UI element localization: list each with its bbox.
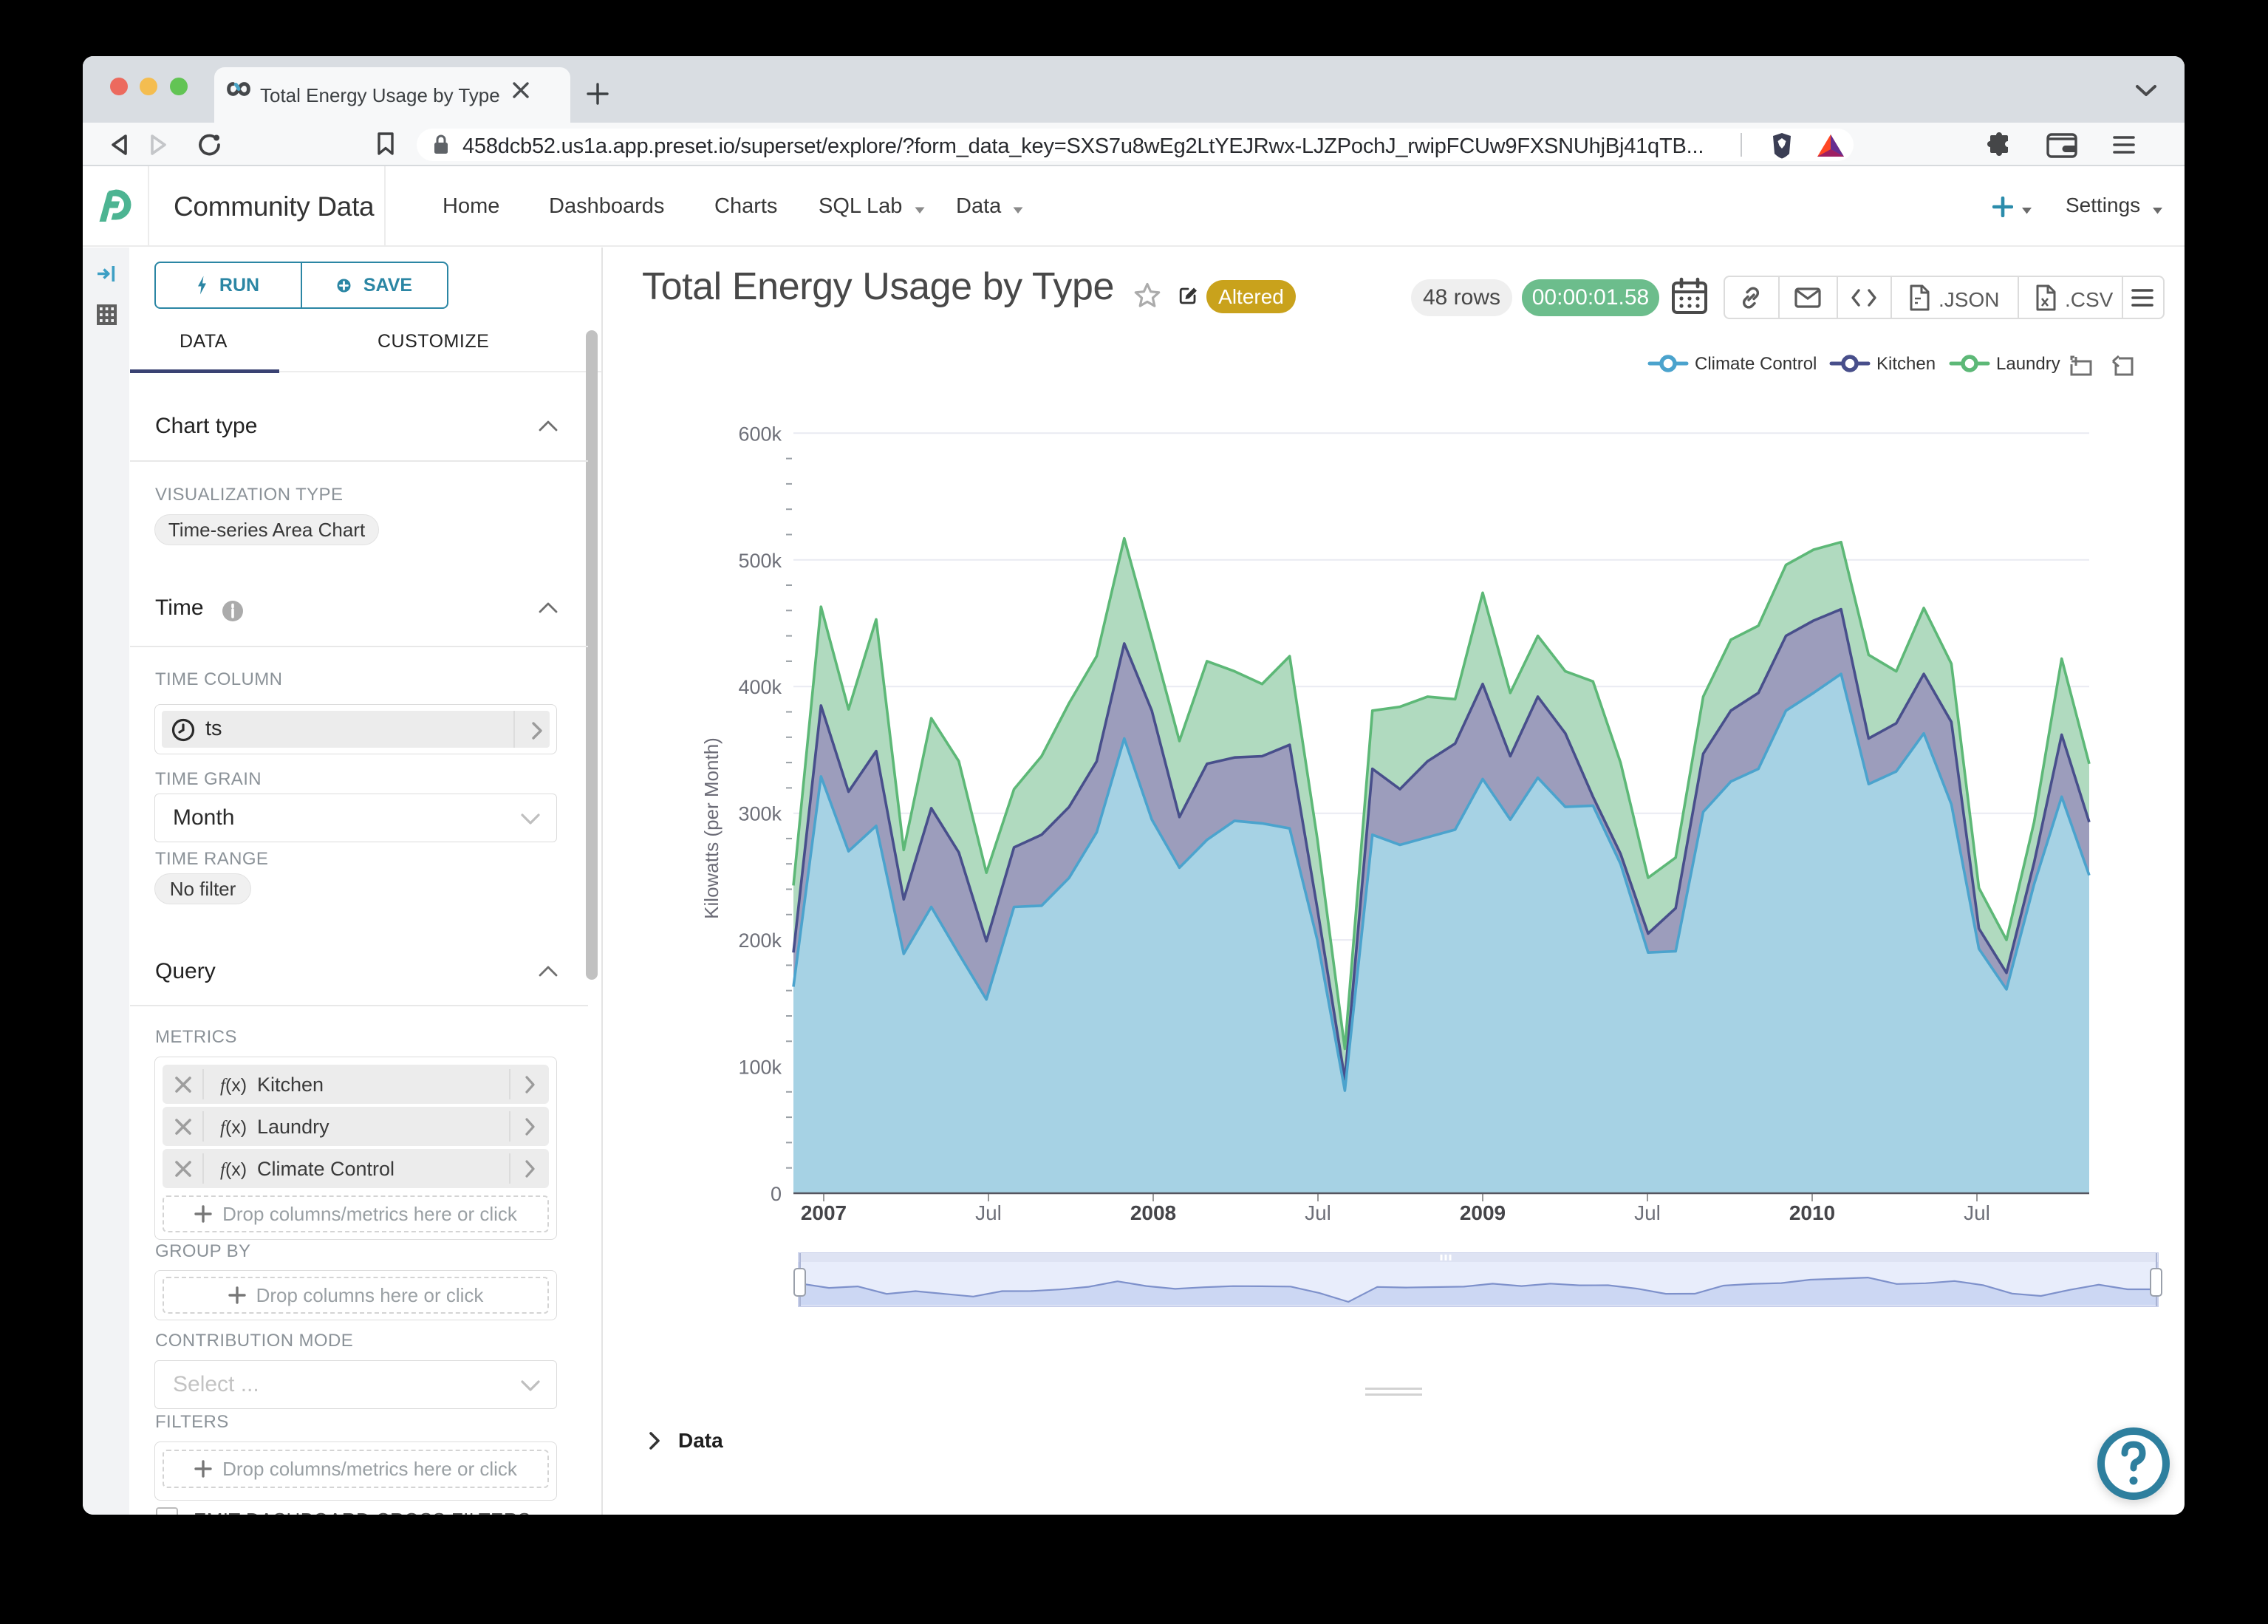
svg-text:Kitchen: Kitchen [1876,354,1936,374]
svg-text:Jul: Jul [975,1201,1002,1224]
svg-text:Kilowatts (per Month): Kilowatts (per Month) [700,737,723,919]
svg-text:2008: 2008 [1130,1201,1176,1224]
svg-text:Climate Control: Climate Control [1695,354,1817,374]
svg-text:Jul: Jul [1634,1201,1661,1224]
svg-text:Laundry: Laundry [1996,354,2060,374]
svg-text:400k: 400k [738,676,782,698]
svg-text:600k: 600k [738,423,782,445]
svg-text:300k: 300k [738,803,782,825]
svg-text:2007: 2007 [801,1201,847,1224]
svg-text:2009: 2009 [1460,1201,1506,1224]
svg-text:Jul: Jul [1964,1201,1990,1224]
svg-text:200k: 200k [738,929,782,952]
svg-text:Jul: Jul [1305,1201,1331,1224]
svg-text:0: 0 [771,1183,782,1205]
svg-text:500k: 500k [738,550,782,572]
svg-text:100k: 100k [738,1057,782,1079]
svg-text:2010: 2010 [1789,1201,1835,1224]
